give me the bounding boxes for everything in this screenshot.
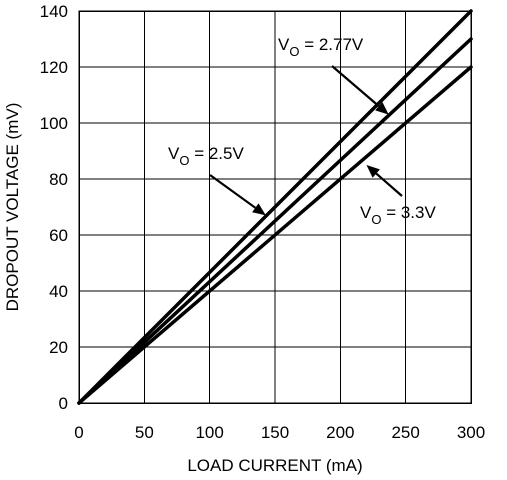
- x-tick-label: 300: [457, 423, 485, 442]
- series-line-3: [77, 65, 473, 405]
- y-tick-label: 140: [40, 2, 68, 21]
- annotation-arrow-shaft: [331, 65, 380, 107]
- x-tick-label: 200: [326, 423, 354, 442]
- y-tick-label: 0: [59, 394, 68, 413]
- y-axis-title: DROPOUT VOLTAGE (mV): [3, 103, 22, 312]
- x-tick-label: 150: [261, 423, 289, 442]
- x-axis-tick-labels: 0 50 100 150 200 250 300: [74, 423, 485, 442]
- annotation-1: VO = 2.77V: [278, 35, 389, 115]
- plot-area-frame: [78, 10, 472, 404]
- y-tick-label: 40: [49, 282, 68, 301]
- series-line-1: [77, 9, 473, 405]
- annotation-3: VO = 3.3V: [360, 165, 436, 227]
- x-axis-title: LOAD CURRENT (mA): [187, 456, 362, 475]
- annotation-arrow-head: [375, 101, 389, 115]
- x-tick-label: 0: [74, 423, 83, 442]
- annotation-label: VO = 3.3V: [360, 203, 436, 227]
- x-tick-label: 250: [391, 423, 419, 442]
- y-tick-label: 80: [49, 170, 68, 189]
- y-tick-label: 120: [40, 58, 68, 77]
- annotation-arrow-shaft: [209, 174, 256, 209]
- x-tick-label: 50: [135, 423, 154, 442]
- series-line-2: [77, 37, 473, 405]
- annotation-2: VO = 2.5V: [168, 144, 266, 216]
- annotation-arrow-head: [366, 165, 380, 178]
- y-tick-label: 20: [49, 338, 68, 357]
- y-axis-tick-labels: 0 20 40 60 80 100 120 140: [40, 2, 68, 413]
- annotation-arrow-shaft: [375, 172, 403, 197]
- annotations: VO = 2.77V VO = 2.5V VO = 3.3V: [168, 35, 436, 227]
- annotation-arrow-head: [252, 203, 266, 216]
- y-tick-label: 60: [49, 226, 68, 245]
- annotation-label: VO = 2.77V: [278, 35, 364, 59]
- x-tick-label: 100: [195, 423, 223, 442]
- y-tick-label: 100: [40, 114, 68, 133]
- series-lines: [77, 9, 473, 405]
- annotation-label: VO = 2.5V: [168, 144, 244, 168]
